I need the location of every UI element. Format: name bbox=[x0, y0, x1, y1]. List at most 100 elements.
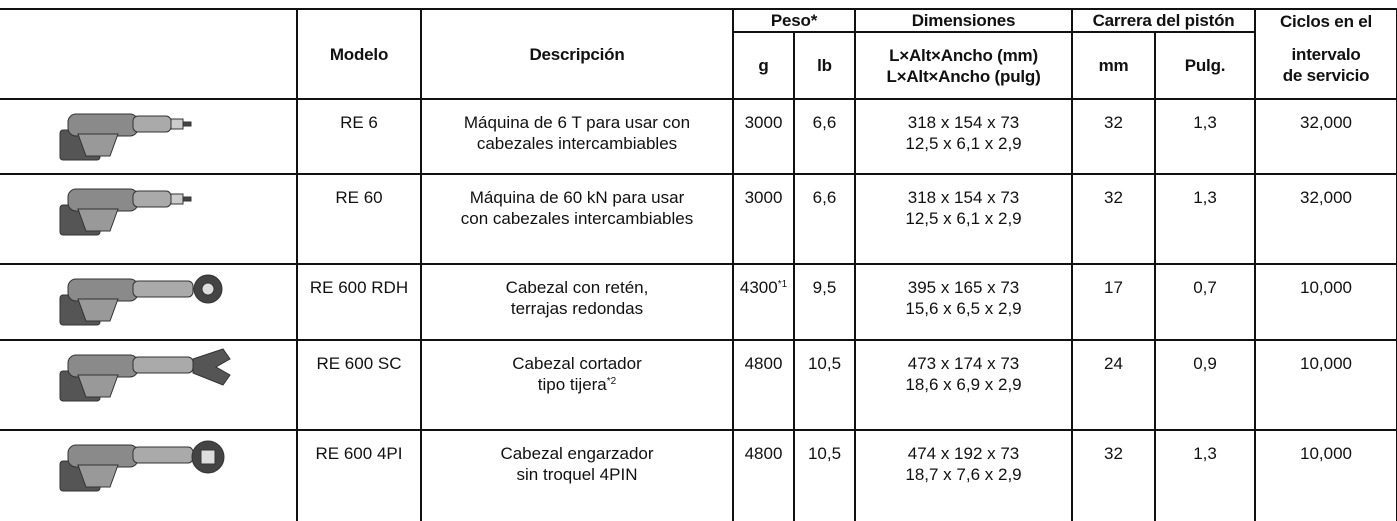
header-cell: lb bbox=[793, 31, 856, 100]
descripcion-line: Cabezal con retén, bbox=[505, 278, 649, 297]
descripcion-line: Cabezal engarzador bbox=[500, 444, 654, 463]
descripcion-text: sin troquel 4PIN bbox=[516, 465, 638, 484]
descripcion-text: con cabezales intercambiables bbox=[460, 209, 694, 228]
peso-lb: 10,5 bbox=[793, 339, 856, 431]
peso-g: 4800 bbox=[732, 339, 795, 431]
header-text: intervalo bbox=[1291, 45, 1361, 64]
peso-g-text: 4800 bbox=[744, 354, 783, 373]
dim-line: 12,5 x 6,1 x 2,9 bbox=[905, 134, 1022, 153]
descripcion: Máquina de 6 T para usar con cabezales in… bbox=[420, 98, 734, 175]
peso-g: 3000 bbox=[732, 98, 795, 175]
header-cell: intervalo de servicio bbox=[1254, 32, 1397, 100]
header-text: Carrera del pistón bbox=[1092, 11, 1235, 30]
dimensiones: 473 x 174 x 73 18,6 x 6,9 x 2,9 bbox=[854, 339, 1073, 431]
modelo: RE 600 RDH bbox=[296, 263, 422, 341]
peso-g-text: 4800 bbox=[744, 444, 783, 463]
modelo: RE 600 SC bbox=[296, 339, 422, 431]
header-text: lb bbox=[817, 56, 832, 75]
peso-g-text: 3000 bbox=[744, 188, 783, 207]
carrera-mm: 32 bbox=[1071, 429, 1156, 521]
ciclos: 10,000 bbox=[1254, 263, 1397, 341]
descripcion: Cabezal con retén, terrajas redondas bbox=[420, 263, 734, 341]
blank-header bbox=[0, 8, 298, 100]
dimensiones: 395 x 165 x 73 15,6 x 6,5 x 2,9 bbox=[854, 263, 1073, 341]
ciclos: 32,000 bbox=[1254, 98, 1397, 175]
descripcion-line: con cabezales intercambiables bbox=[422, 208, 732, 229]
peso-lb: 10,5 bbox=[793, 429, 856, 521]
dim-line: 18,7 x 7,6 x 2,9 bbox=[905, 465, 1022, 484]
image-cell bbox=[0, 263, 298, 341]
descripcion-line: sin troquel 4PIN bbox=[422, 464, 732, 485]
header-cell: Ciclos en el bbox=[1254, 8, 1397, 32]
header-text: L×Alt×Ancho (pulg) bbox=[886, 66, 1041, 86]
header-text: g bbox=[758, 56, 769, 75]
carrera-pulg: 1,3 bbox=[1153, 98, 1257, 175]
descripcion: Cabezal cortador tipo tijera*2 bbox=[420, 339, 734, 431]
spec-table-wrap: Modelo Descripción Peso* Dimensiones Car… bbox=[0, 8, 1397, 521]
descripcion: Máquina de 60 kN para usar con cabezales … bbox=[420, 173, 734, 265]
carrera-mm: 24 bbox=[1071, 339, 1156, 431]
tool-image bbox=[59, 440, 225, 492]
descripcion-text: tipo tijera bbox=[537, 375, 607, 394]
table-row: RE 600 RDH Cabezal con retén, terrajas red… bbox=[0, 263, 1397, 341]
descripcion-text: cabezales intercambiables bbox=[476, 134, 678, 153]
dim-line: 18,6 x 6,9 x 2,9 bbox=[905, 375, 1022, 394]
peso-g: 3000 bbox=[732, 173, 795, 265]
dim-line: 318 x 154 x 73 bbox=[907, 188, 1020, 207]
tool-image bbox=[59, 113, 192, 161]
carrera-mm: 32 bbox=[1071, 98, 1156, 175]
ciclos: 10,000 bbox=[1254, 429, 1397, 521]
descripcion-line: Cabezal cortador bbox=[512, 354, 642, 373]
descripcion-line: tipo tijera*2 bbox=[422, 374, 732, 395]
ciclos: 32,000 bbox=[1254, 173, 1397, 265]
descripcion-line: terrajas redondas bbox=[422, 298, 732, 319]
header-cell: Carrera del pistón bbox=[1070, 8, 1257, 33]
table-body: RE 6 Máquina de 6 T para usar con cabezale… bbox=[0, 98, 1397, 521]
header-text: Dimensiones bbox=[911, 11, 1016, 30]
tool-image bbox=[59, 188, 192, 236]
image-cell bbox=[0, 98, 298, 175]
tool-image bbox=[59, 348, 231, 402]
header-text: L×Alt×Ancho (mm) bbox=[889, 45, 1038, 65]
table-row: RE 600 4PI Cabezal engarzador sin troquel … bbox=[0, 429, 1397, 521]
header-cell: g bbox=[732, 31, 795, 100]
header-cell: L×Alt×Ancho (mm) L×Alt×Ancho (pulg) bbox=[854, 31, 1073, 100]
header-text: Descripción bbox=[529, 44, 625, 64]
dim-line: 395 x 165 x 73 bbox=[907, 278, 1020, 297]
peso-g: 4800 bbox=[732, 429, 795, 521]
header-cell: Peso* bbox=[732, 8, 856, 33]
header-cell: Pulg. bbox=[1153, 31, 1257, 100]
footnote-ref: *2 bbox=[606, 376, 617, 387]
dim-line: 15,6 x 6,5 x 2,9 bbox=[905, 299, 1022, 318]
header-text: Pulg. bbox=[1184, 56, 1226, 75]
footnote-ref: *1 bbox=[777, 279, 788, 290]
peso-g-text: 4300 bbox=[739, 278, 778, 297]
modelo: RE 600 4PI bbox=[296, 429, 422, 521]
peso-lb: 6,6 bbox=[793, 173, 856, 265]
spec-table: Modelo Descripción Peso* Dimensiones Car… bbox=[0, 8, 1397, 521]
ciclos: 10,000 bbox=[1254, 339, 1397, 431]
table-row: RE 6 Máquina de 6 T para usar con cabezale… bbox=[0, 98, 1397, 175]
carrera-mm: 17 bbox=[1071, 263, 1156, 341]
dim-line: 473 x 174 x 73 bbox=[907, 354, 1020, 373]
header-text: Peso* bbox=[770, 11, 818, 30]
tool-image bbox=[59, 274, 223, 326]
image-cell bbox=[0, 339, 298, 431]
carrera-pulg: 1,3 bbox=[1153, 429, 1257, 521]
header-cell: mm bbox=[1071, 31, 1156, 100]
modelo: RE 6 bbox=[296, 98, 422, 175]
peso-lb: 9,5 bbox=[793, 263, 856, 341]
descripcion-line: Máquina de 60 kN para usar bbox=[469, 188, 685, 207]
carrera-pulg: 0,7 bbox=[1153, 263, 1257, 341]
dim-line: 474 x 192 x 73 bbox=[907, 444, 1020, 463]
descripcion-text: terrajas redondas bbox=[510, 299, 644, 318]
carrera-pulg: 0,9 bbox=[1153, 339, 1257, 431]
descripcion-line: cabezales intercambiables bbox=[422, 133, 732, 154]
table-row: RE 60 Máquina de 60 kN para usar con cabez… bbox=[0, 173, 1397, 265]
header-text: Ciclos en el bbox=[1279, 11, 1373, 31]
header-cell: Modelo bbox=[296, 8, 422, 100]
descripcion-line: Máquina de 6 T para usar con bbox=[463, 113, 691, 132]
image-cell bbox=[0, 429, 298, 521]
header-cell: Dimensiones bbox=[854, 8, 1073, 33]
